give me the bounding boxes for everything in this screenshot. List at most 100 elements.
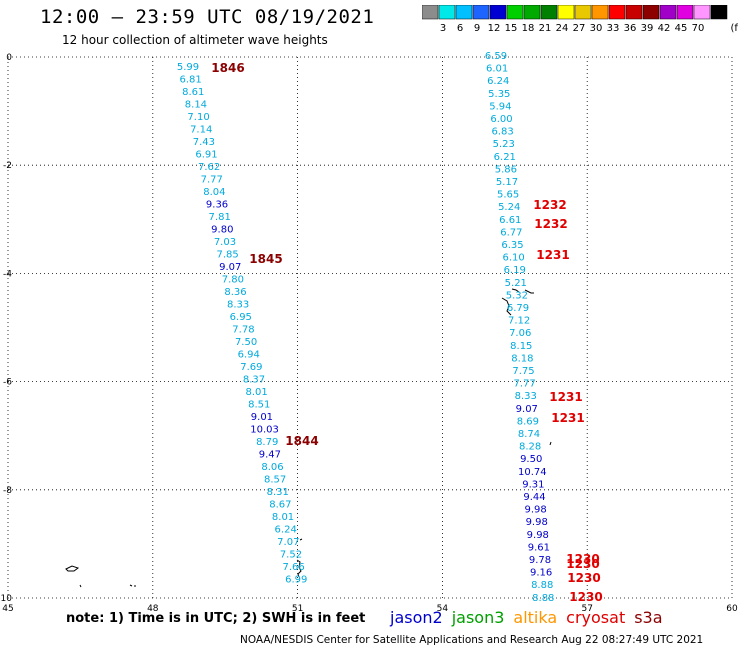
- wave-height-label: 7.78: [232, 325, 254, 336]
- wave-height-label: 7.75: [512, 366, 534, 377]
- pass-time-label: 1231: [549, 390, 582, 404]
- wave-height-label: 6.21: [494, 152, 516, 163]
- wave-height-label: 8.06: [261, 462, 283, 473]
- island-outline: [296, 559, 302, 578]
- colorbar-label: 3: [440, 23, 446, 34]
- map-frame: [7, 56, 733, 599]
- latitude-tick: 0: [6, 53, 12, 63]
- longitude-tick: 45: [2, 604, 13, 614]
- wave-height-label: 7.77: [513, 379, 535, 390]
- wave-height-label: 6.10: [502, 253, 524, 264]
- wave-height-label: 9.80: [211, 225, 233, 236]
- island-outline: [549, 441, 552, 446]
- colorbar-swatch: [489, 5, 507, 20]
- map-title: 12:00 – 23:59 UTC 08/19/2021: [40, 6, 375, 28]
- pass-time-label: 1232: [534, 217, 567, 231]
- wave-height-label: 8.79: [256, 437, 278, 448]
- wave-height-label: 7.06: [509, 328, 531, 339]
- longitude-tick: 60: [726, 604, 738, 614]
- wave-height-label: 8.28: [519, 442, 541, 453]
- island-outline: [79, 584, 82, 588]
- colorbar-swatch: [540, 5, 558, 20]
- wave-height-label: 7.07: [277, 537, 299, 548]
- wave-height-label: 8.57: [264, 475, 286, 486]
- wave-height-label: 7.12: [508, 316, 530, 327]
- colorbar-unit: (ft): [730, 23, 738, 34]
- latitude-tick: -2: [3, 161, 12, 171]
- colorbar-swatch: [591, 5, 609, 20]
- wave-height-label: 8.88: [531, 580, 553, 591]
- wave-height-label: 7.03: [214, 237, 236, 248]
- colorbar-label: 18: [522, 23, 535, 34]
- wave-height-label: 6.19: [504, 265, 526, 276]
- wave-height-label: 8.69: [517, 416, 539, 427]
- wave-height-label: 9.47: [259, 450, 281, 461]
- wave-height-label: 9.07: [516, 404, 538, 415]
- wave-height-label: 5.86: [495, 164, 517, 175]
- pass-time-label: 1230: [566, 552, 599, 566]
- wave-height-label: 10.74: [518, 467, 547, 478]
- colorbar-swatch: [574, 5, 592, 20]
- latitude-tick: -4: [3, 269, 12, 279]
- pass-time-label: 1230: [569, 590, 602, 604]
- latitude-tick: -8: [3, 486, 12, 496]
- wave-height-label: 8.01: [272, 512, 294, 523]
- island-outline: [501, 297, 512, 316]
- wave-height-label: 8.14: [185, 100, 207, 111]
- island-outline: [299, 538, 303, 541]
- wave-height-label: 5.23: [493, 139, 515, 150]
- satellite-altika: altika: [513, 608, 558, 627]
- satellite-cryosat: cryosat: [566, 608, 626, 627]
- pass-time-label: 1231: [536, 248, 569, 262]
- wave-height-label: 8.74: [518, 429, 540, 440]
- colorbar-swatch: [659, 5, 677, 20]
- colorbar-label: 24: [556, 23, 569, 34]
- wave-height-label: 8.37: [243, 375, 265, 386]
- longitude-tick: 57: [581, 604, 592, 614]
- wave-height-label: 5.21: [505, 278, 527, 289]
- wave-height-label: 9.07: [219, 262, 241, 273]
- island-outline: [524, 289, 534, 294]
- longitude-tick: 54: [437, 604, 449, 614]
- wave-height-label: 7.69: [240, 362, 262, 373]
- wave-height-label: 6.77: [500, 227, 522, 238]
- colorbar-swatch: [523, 5, 541, 20]
- wave-height-label: 7.85: [216, 250, 238, 261]
- wave-height-label: 6.61: [499, 215, 521, 226]
- wave-height-label: 7.52: [280, 550, 302, 561]
- credit-line: NOAA/NESDIS Center for Satellite Applica…: [240, 634, 704, 646]
- wave-height-label: 8.31: [267, 487, 289, 498]
- satellite-jason2: jason2: [390, 608, 443, 627]
- satellite-legend: jason2 jason3 altika cryosat s3a: [390, 608, 672, 627]
- wave-height-label: 9.78: [529, 555, 551, 566]
- colorbar-swatch: [455, 5, 473, 20]
- wave-height-label: 5.65: [497, 190, 519, 201]
- colorbar-label: 9: [474, 23, 480, 34]
- wave-height-label: 6.24: [275, 525, 297, 536]
- wave-height-label: 6.24: [487, 76, 509, 87]
- wave-height-label: 8.01: [246, 387, 268, 398]
- wave-height-label: 8.33: [515, 391, 537, 402]
- pass-time-label: 1230: [567, 571, 600, 585]
- wave-height-label: 5.35: [488, 89, 510, 100]
- wave-height-label: 7.10: [187, 112, 209, 123]
- wave-height-label: 9.50: [520, 454, 542, 465]
- wave-height-label: 7.66: [282, 562, 304, 573]
- wave-height-label: 9.36: [206, 200, 228, 211]
- wave-height-label: 5.99: [177, 62, 199, 73]
- wave-height-label: 6.81: [180, 75, 202, 86]
- pass-time-label: 1845: [249, 252, 282, 266]
- wave-height-label: 9.44: [523, 492, 545, 503]
- longitude-tick: 48: [147, 604, 159, 614]
- wave-height-label: 5.32: [506, 290, 528, 301]
- wave-height-label: 8.33: [227, 300, 249, 311]
- colorbar-swatch: [710, 5, 728, 20]
- wave-height-label: 5.24: [498, 202, 520, 213]
- colorbar-label: 39: [641, 23, 654, 34]
- colorbar-label: 33: [607, 23, 620, 34]
- wave-observations: 5.99 6.818.61 8.147.10 7.147.43 6.917.62 7.77…: [177, 51, 603, 604]
- colorbar-label: 12: [488, 23, 501, 34]
- wave-height-label: 7.80: [222, 275, 244, 286]
- wave-height-label: 9.98: [526, 517, 548, 528]
